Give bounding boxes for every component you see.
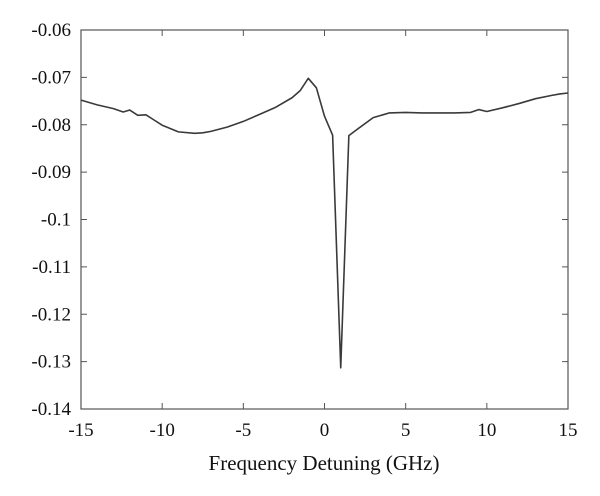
plot-area [80, 29, 569, 410]
x-axis: -15 -10 -5 0 5 10 15 [68, 30, 578, 441]
x-tick-label: 5 [401, 420, 411, 441]
x-axis-title: Frequency Detuning (GHz) [209, 451, 440, 475]
y-axis: -0.06 -0.07 -0.08 -0.09 -0.1 -0.11 -0.12 -0.13 -… [31, 20, 568, 420]
y-tick-label: -0.07 [31, 67, 71, 88]
y-tick-label: -0.1 [41, 210, 71, 231]
y-tick-label: -0.08 [31, 115, 71, 136]
x-tick-label: 10 [477, 420, 496, 441]
y-tick-label: -0.14 [31, 399, 71, 420]
x-tick-label: -10 [150, 420, 175, 441]
x-tick-label: -5 [235, 420, 251, 441]
series-line [80, 77, 569, 369]
y-tick-label: -0.13 [31, 352, 71, 373]
x-tick-label: -15 [68, 420, 93, 441]
x-tick-label: 15 [559, 420, 578, 441]
y-tick-label: -0.11 [32, 257, 71, 278]
x-tick-label: 0 [320, 420, 330, 441]
y-tick-label: -0.09 [31, 162, 71, 183]
y-tick-label: -0.12 [31, 304, 71, 325]
y-tick-label: -0.06 [31, 20, 71, 41]
